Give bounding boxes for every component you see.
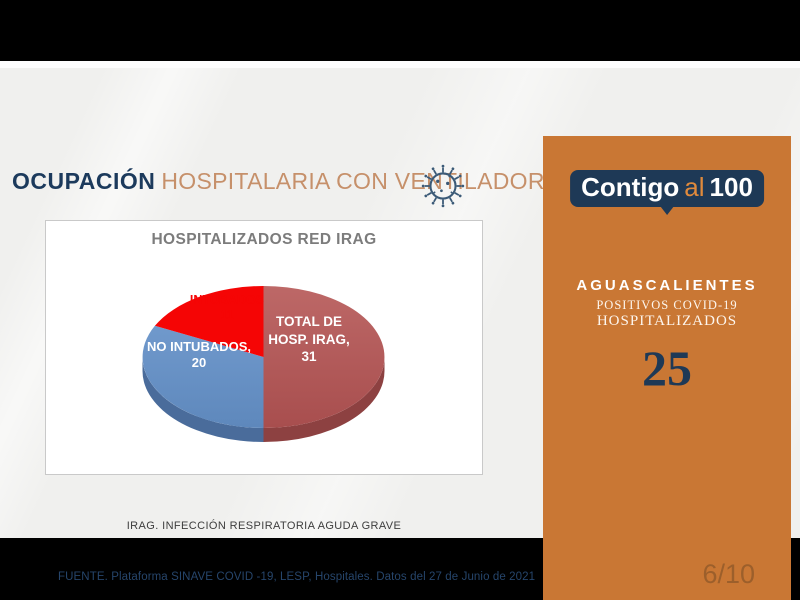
pie-wedge-intubados bbox=[154, 286, 264, 357]
chart-title: HOSPITALIZADOS RED IRAG bbox=[151, 231, 377, 248]
slide-page-indicator: 6/10 bbox=[702, 559, 755, 589]
pie-label-intubados-name: INTUBADOS bbox=[189, 293, 265, 307]
pie-chart bbox=[142, 286, 385, 442]
slide-content-area: OCUPACIÓN HOSPITALARIA CON VENTILADOR bbox=[0, 68, 800, 600]
logo-text-al: al bbox=[684, 172, 705, 202]
pie-label-intubados: INTUBADOS 11 bbox=[157, 293, 297, 323]
metric-label: HOSPITALIZADOS bbox=[596, 313, 738, 329]
pie-label-total: TOTAL DE HOSP. IRAG, 31 bbox=[248, 313, 370, 366]
pie-label-total-line1: TOTAL DE bbox=[275, 314, 342, 329]
contigo-al-100-logo: Contigo al 100 bbox=[570, 170, 764, 207]
state-info-panel: Contigo al 100 AGUASCALIENTES POSITIVOS CO… bbox=[543, 136, 791, 600]
pie-label-total-value: 31 bbox=[301, 349, 317, 364]
page-title-secondary: HOSPITALARIA CON VENTILADOR bbox=[161, 168, 545, 194]
pie-label-intubados-value: 11 bbox=[220, 308, 234, 322]
logo-text-100: 100 bbox=[709, 172, 753, 202]
top-divider bbox=[0, 61, 800, 68]
page-title-primary: OCUPACIÓN bbox=[12, 168, 156, 194]
data-source-note: FUENTE. Plataforma SINAVE COVID -19, LES… bbox=[58, 571, 536, 583]
pie-label-no-intubados-name: NO INTUBADOS, bbox=[147, 339, 251, 354]
pie-side-right bbox=[263, 357, 385, 442]
irag-definition-caption: IRAG. INFECCIÓN RESPIRATORIA AGUDA GRAVE bbox=[126, 520, 402, 532]
state-name: AGUASCALIENTES bbox=[576, 277, 758, 294]
logo-text-contigo: Contigo bbox=[581, 172, 680, 202]
pie-side-left bbox=[142, 357, 264, 442]
hospitalized-count: 25 bbox=[642, 340, 692, 396]
panel-subtitle: POSITIVOS COVID-19 bbox=[596, 298, 738, 312]
pie-label-no-intubados-value: 20 bbox=[191, 355, 207, 370]
coronavirus-icon bbox=[420, 163, 465, 209]
page-title: OCUPACIÓN HOSPITALARIA CON VENTILADOR bbox=[12, 168, 545, 195]
pie-label-no-intubados: NO INTUBADOS, 20 bbox=[129, 339, 269, 371]
pie-wedge-total bbox=[263, 286, 385, 428]
pie-label-total-line2: HOSP. IRAG, bbox=[268, 331, 350, 347]
pie-wedge-no-intubados bbox=[142, 325, 264, 428]
